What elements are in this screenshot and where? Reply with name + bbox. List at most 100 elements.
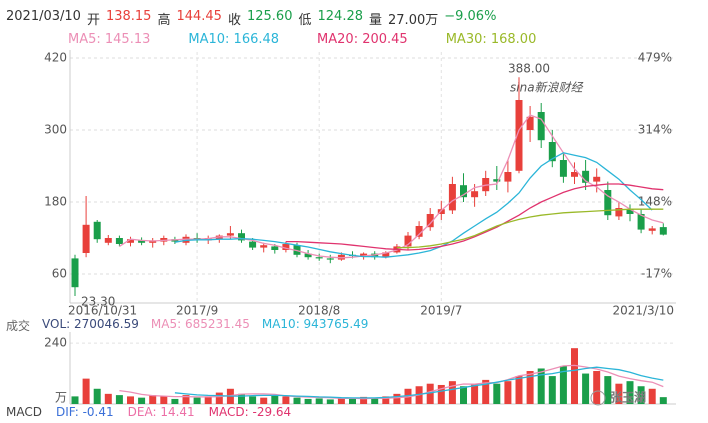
- volume-bar: [604, 376, 612, 404]
- volume-bar: [648, 388, 656, 404]
- candle-body: [249, 241, 257, 248]
- volume-bar: [349, 398, 356, 404]
- y-tick-label: 60: [52, 267, 67, 281]
- candle-body: [582, 170, 590, 183]
- volume-bar: [471, 383, 479, 404]
- min-label: 23.30: [81, 295, 115, 309]
- candle-body: [526, 116, 534, 130]
- macd-item: DIF: -0.41: [55, 405, 114, 419]
- volume-bar: [204, 396, 212, 404]
- volume-bar: [160, 396, 168, 404]
- volume-bar: [249, 396, 257, 404]
- ma-line: [174, 152, 653, 258]
- quote-field-value: 27.00万: [388, 13, 439, 28]
- candle-body: [326, 258, 334, 260]
- candle-body: [71, 258, 79, 288]
- legend-item: MA5: 145.13: [68, 32, 151, 47]
- volume-bar: [93, 388, 101, 404]
- macd-item: MACD: -29.64: [208, 405, 292, 419]
- quote-field-value: 125.60: [246, 9, 293, 24]
- volume-bar: [571, 348, 578, 404]
- y2-tick-label: 314%: [638, 122, 672, 136]
- candle-body: [271, 246, 279, 250]
- volume-bar: [238, 393, 245, 404]
- candle-body: [571, 172, 578, 177]
- legend-item: MA10: 943765.49: [261, 317, 369, 331]
- volume-bar: [282, 396, 290, 404]
- watermark: sina新浪财经: [510, 81, 585, 95]
- candle-body: [360, 253, 368, 256]
- candle-body: [260, 245, 268, 248]
- candle-body: [138, 240, 146, 243]
- candle-body: [515, 100, 523, 171]
- volume-bar: [537, 368, 545, 404]
- volume-bar: [271, 395, 279, 404]
- volume-bar: [182, 395, 190, 404]
- volume-bar: [437, 384, 445, 404]
- watermark-icon: [590, 390, 606, 406]
- candle-body: [648, 228, 656, 231]
- volume-bar: [360, 396, 368, 404]
- ma-line: [396, 208, 664, 249]
- volume-bar: [337, 397, 345, 404]
- candle-body: [437, 209, 445, 214]
- volume-bar: [138, 397, 146, 404]
- candle-body: [471, 191, 479, 198]
- legend-item: MA10: 166.48: [188, 32, 280, 47]
- quote-field-value: 124.28: [317, 9, 364, 24]
- candle-body: [493, 179, 501, 182]
- legend-item: MA5: 685231.45: [150, 317, 250, 331]
- volume-bar: [460, 386, 467, 404]
- macd-legend: MACD DIF: -0.41 DEA: 14.41 MACD: -29.64: [6, 405, 291, 419]
- volume-bar: [71, 396, 79, 404]
- volume-bar: [615, 383, 623, 404]
- quote-field-value: 138.15: [105, 9, 152, 24]
- quote-field-label: 低: [298, 13, 312, 28]
- ma-line: [285, 183, 664, 251]
- volume-bar: [548, 376, 556, 404]
- volume-bar: [127, 396, 134, 404]
- candle-body: [593, 176, 601, 182]
- quote-field-label: 量: [369, 13, 383, 28]
- candle-body: [615, 208, 623, 217]
- volume-bar: [326, 399, 334, 404]
- volume-bar: [515, 376, 523, 404]
- volume-bar: [637, 386, 645, 404]
- volume-bar: [215, 392, 223, 404]
- candle-body: [448, 184, 456, 211]
- candle-body: [304, 253, 312, 258]
- candle-body: [637, 214, 645, 230]
- volume-bar: [482, 379, 490, 404]
- volume-bar: [293, 397, 301, 404]
- candle-body: [559, 160, 567, 177]
- volume-bar: [659, 397, 667, 404]
- candle-body: [382, 252, 390, 258]
- candle-body: [626, 209, 634, 214]
- ma-line: [174, 366, 664, 399]
- candle-body: [282, 244, 290, 250]
- candle-body: [460, 185, 467, 198]
- volume-bar: [371, 398, 379, 404]
- candle-body: [504, 172, 512, 182]
- macd-item: DEA: 14.41: [127, 405, 195, 419]
- quote-field-value: 144.45: [176, 9, 222, 24]
- x-tick-label: 2017/9: [176, 304, 218, 318]
- candle-body: [127, 239, 134, 243]
- watermark: 张玉湖: [610, 390, 646, 405]
- candle-body: [537, 112, 545, 141]
- volume-bar: [393, 393, 401, 404]
- candle-body: [548, 142, 556, 162]
- volume-bar: [526, 371, 534, 404]
- y2-tick-label: 479%: [638, 51, 672, 65]
- y-tick-label: 420: [44, 51, 67, 65]
- ma-line: [119, 114, 664, 259]
- candle-body: [604, 190, 612, 216]
- volume-bar: [582, 373, 590, 404]
- volume-bar: [493, 383, 501, 404]
- x-tick-label: 2021/3/10: [612, 304, 674, 318]
- quote-field-label: 开: [86, 13, 100, 28]
- candle-body: [415, 226, 423, 237]
- quote-header: 2021/03/10 开 138.15 高 144.45 收 125.60 低 124.28 量 2…: [6, 9, 496, 28]
- candle-body: [426, 214, 434, 228]
